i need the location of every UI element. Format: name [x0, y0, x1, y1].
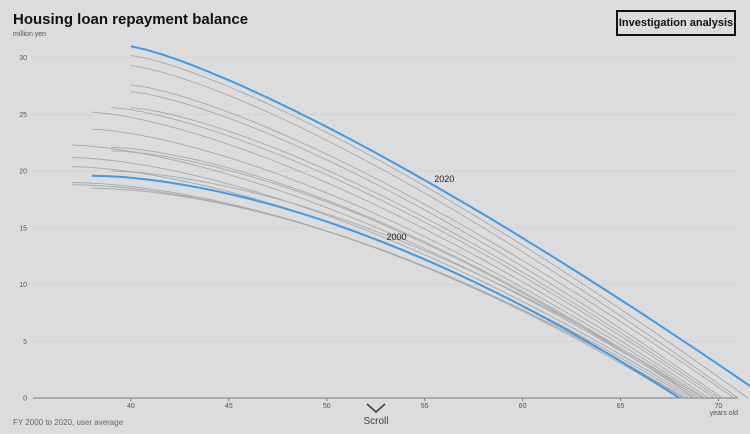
- x-tick-label: 70: [715, 403, 723, 410]
- y-tick-label: 30: [19, 55, 27, 62]
- background-series-line: [130, 91, 723, 399]
- background-series-line: [130, 65, 739, 399]
- background-series-line: [111, 150, 696, 399]
- scroll-label: Scroll: [363, 416, 389, 427]
- y-tick-label: 25: [19, 112, 27, 119]
- background-series-line: [91, 111, 709, 399]
- x-axis-label: years old: [710, 410, 739, 417]
- background-series-line: [72, 144, 700, 399]
- x-tick-label: 50: [323, 403, 331, 410]
- x-tick-label: 40: [127, 403, 135, 410]
- series-label-2020: 2020: [434, 174, 454, 184]
- y-tick-label: 10: [19, 282, 27, 289]
- y-tick-label: 0: [23, 396, 27, 403]
- investigation-analysis-button[interactable]: Investigation analysis: [616, 10, 736, 36]
- y-tick-label: 5: [23, 339, 27, 346]
- y-axis-unit-label: million yen: [13, 31, 47, 38]
- background-series-line: [91, 187, 684, 399]
- background-series-line: [91, 128, 705, 399]
- series-label-2000: 2000: [387, 232, 407, 242]
- x-tick-label: 65: [617, 403, 625, 410]
- background-series-line: [111, 146, 700, 399]
- series-line-2000: [91, 174, 680, 399]
- scroll-button[interactable]: Scroll: [350, 402, 402, 427]
- x-tick-label: 55: [421, 403, 429, 410]
- background-series-line: [111, 107, 715, 399]
- chevron-down-icon: [366, 403, 386, 414]
- x-tick-label: 45: [225, 403, 233, 410]
- series-line-2020: [130, 45, 750, 388]
- background-series-line: [111, 170, 704, 399]
- background-series-line: [130, 84, 735, 399]
- y-tick-label: 20: [19, 169, 27, 176]
- background-series-line: [72, 184, 680, 399]
- background-series-line: [72, 166, 690, 399]
- background-series-line: [72, 157, 694, 399]
- chart-footnote: FY 2000 to 2020, user average: [13, 418, 124, 427]
- background-series-line: [130, 107, 719, 399]
- background-series-line: [130, 54, 749, 399]
- y-tick-label: 15: [19, 225, 27, 232]
- x-tick-label: 60: [519, 403, 527, 410]
- chart-title: Housing loan repayment balance: [13, 11, 249, 28]
